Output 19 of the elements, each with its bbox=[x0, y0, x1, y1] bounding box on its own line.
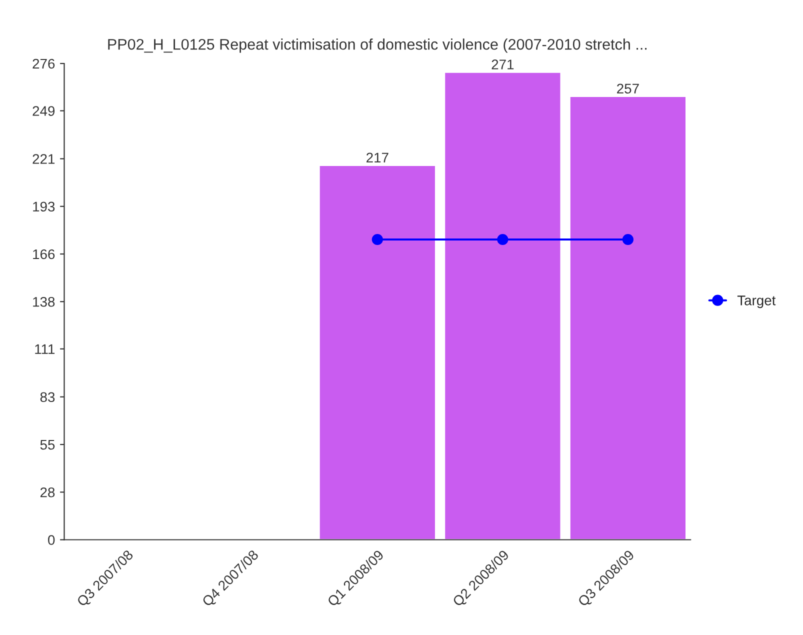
y-tick-label: 138 bbox=[33, 296, 55, 307]
bar bbox=[444, 71, 562, 540]
y-tick-label: 28 bbox=[40, 487, 55, 498]
y-tick-label: 166 bbox=[33, 249, 55, 260]
bar bbox=[318, 164, 436, 540]
data-label: 217 bbox=[366, 152, 388, 162]
data-label: 271 bbox=[492, 60, 514, 70]
bar bbox=[569, 96, 687, 540]
data-label: 257 bbox=[617, 84, 639, 94]
legend-label: Target bbox=[737, 296, 776, 308]
y-tick-label: 276 bbox=[32, 58, 55, 69]
y-tick-label: 83 bbox=[40, 392, 55, 402]
y-tick-label: 249 bbox=[32, 106, 55, 116]
y-tick-label: 0 bbox=[48, 535, 55, 545]
y-tick-label: 193 bbox=[33, 202, 55, 212]
y-tick-label: 55 bbox=[40, 440, 55, 450]
chart-title: PP02_H_L0125 Repeat victimisation of domestic violence (2007-2010 stretch ... bbox=[108, 38, 647, 53]
y-tick-label: 221 bbox=[32, 154, 55, 164]
y-tick-label: 111 bbox=[35, 344, 55, 354]
